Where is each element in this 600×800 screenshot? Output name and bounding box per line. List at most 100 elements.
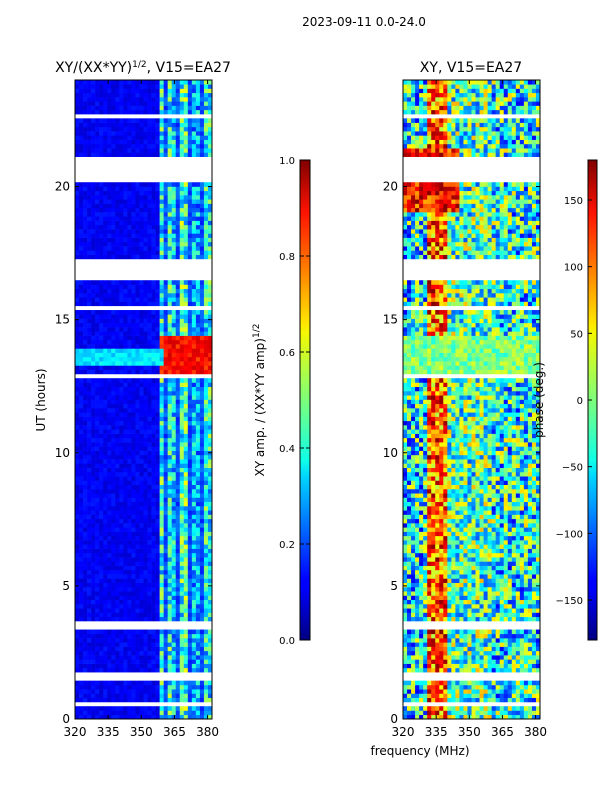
amplitude-cell [171,429,177,434]
amplitude-cell [199,224,205,230]
amplitude-cell [95,284,100,290]
amplitude-cell [111,297,116,302]
phase-cell [499,693,505,698]
amplitude-cell [87,314,92,319]
amplitude-cell [191,237,197,243]
amplitude-cell [135,297,140,302]
amplitude-cell [163,591,168,596]
amplitude-cell [131,109,136,115]
amplitude-cell [111,693,116,698]
amplitude-cell [111,203,116,209]
amplitude-cell [123,706,128,711]
amplitude-cell [87,514,92,520]
amplitude-cell [191,591,197,596]
amplitude-cell [203,535,209,541]
amplitude-cell [199,233,205,238]
amplitude-cell [139,186,144,192]
amplitude-cell [151,152,156,157]
amplitude-cell [159,97,164,102]
amplitude-cell [99,148,104,153]
amplitude-cell [99,335,104,341]
amplitude-cell [147,616,152,622]
amplitude-cell [99,182,104,187]
amplitude-cell [179,459,185,464]
amplitude-cell [151,365,156,370]
amplitude-cell [207,190,213,196]
amplitude-cell [75,633,80,639]
amplitude-cell [203,650,209,656]
amplitude-cell [111,288,116,294]
amplitude-cell [135,284,140,290]
amplitude-cell [91,348,96,353]
amplitude-cell [127,356,132,362]
amplitude-cell [147,693,152,698]
amplitude-cell [127,582,132,588]
amplitude-cell [199,706,205,711]
amplitude-cell [111,514,116,520]
amplitude-cell [87,450,92,456]
amplitude-cell [87,118,92,123]
amplitude-cell [111,569,116,575]
amplitude-cell [195,578,201,583]
phase-cell [431,714,436,720]
amplitude-cell [159,523,164,528]
amplitude-cell [139,697,144,703]
amplitude-cell [171,612,177,618]
amplitude-cell [135,152,140,157]
amplitude-cell [191,408,197,413]
amplitude-cell [147,212,152,217]
amplitude-cell [155,450,160,456]
amplitude-cell [79,535,84,541]
amplitude-cell [83,250,88,255]
amplitude-cell [183,195,189,200]
amplitude-cell [91,518,96,524]
phase-cell [415,697,420,703]
phase-cell [487,680,492,686]
amplitude-cell [143,318,148,324]
amplitude-cell [107,186,112,192]
amplitude-cell [107,493,112,498]
amplitude-cell [155,425,160,430]
amplitude-cell [191,246,197,251]
amplitude-cell [151,378,156,383]
amplitude-cell [107,97,112,102]
amplitude-cell [87,331,92,336]
amplitude-cell [171,339,177,345]
amplitude-cell [75,365,80,370]
amplitude-cell [75,310,80,315]
amplitude-cell [195,310,201,315]
phase-cell [443,667,448,673]
amplitude-cell [207,561,213,566]
amplitude-cell [191,186,197,192]
amplitude-cell [95,241,100,247]
amplitude-cell [123,633,128,639]
phase-cell [451,710,456,716]
amplitude-cell [171,352,177,358]
amplitude-cell [195,301,201,307]
amplitude-cell [103,246,108,251]
amplitude-cell [155,497,160,503]
amplitude-cell [155,301,160,307]
amplitude-cell [139,241,144,247]
amplitude-cell [199,586,205,592]
amplitude-cell [131,92,136,98]
amplitude-cell [119,310,124,315]
amplitude-cell [139,663,144,669]
amplitude-cell [103,190,108,196]
amplitude-cell [151,557,156,562]
amplitude-cell [155,527,160,532]
amplitude-cell [83,386,88,392]
amplitude-cell [95,565,100,571]
amplitude-cell [143,437,148,443]
amplitude-cell [167,608,173,613]
amplitude-cell [123,327,128,332]
amplitude-cell [155,212,160,217]
amplitude-cell [155,382,160,388]
phase-cell [487,693,492,698]
amplitude-cell [195,650,201,656]
amplitude-cell [151,386,156,392]
phase-cell [419,655,424,660]
amplitude-cell [191,310,197,315]
amplitude-cell [119,480,124,485]
phase-cell [435,710,440,716]
